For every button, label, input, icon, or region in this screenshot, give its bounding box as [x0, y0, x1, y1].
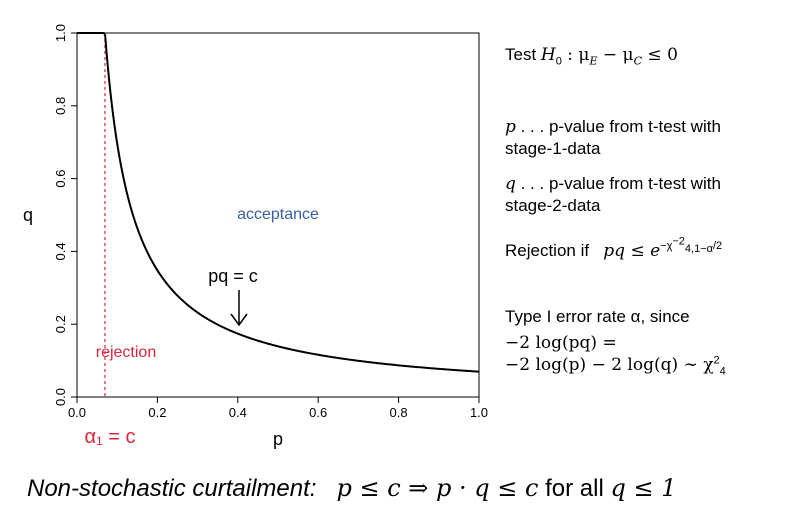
rejection-rule: Rejection if pq ≤ e−χ−24,1−α/2 — [505, 235, 723, 261]
test-hypothesis: Test H0 : μE − μC ≤ 0 — [505, 45, 678, 68]
y-axis: 0.0 0.2 0.4 0.6 0.8 1.0 — [53, 24, 77, 406]
x-tick-label: 0.2 — [148, 405, 166, 420]
q-definition: q . . . p-value from t-test with stage-2… — [505, 174, 721, 215]
y-tick-label: 0.2 — [53, 315, 68, 333]
x-tick-label: 0.6 — [309, 405, 327, 420]
pq-equals-c-curve — [77, 32, 480, 373]
acceptance-label: acceptance — [237, 206, 319, 223]
x-tick-label: 0.8 — [390, 405, 408, 420]
y-tick-label: 0.0 — [53, 388, 68, 406]
curve-arrow — [230, 290, 248, 327]
x-tick-label: 1.0 — [470, 405, 488, 420]
x-axis-title: p — [273, 429, 283, 449]
x-axis: 0.0 0.2 0.4 0.6 0.8 1.0 — [68, 397, 488, 420]
x-tick-label: 0.0 — [68, 405, 86, 420]
rejection-label: rejection — [96, 344, 156, 361]
x-tick-label: 0.4 — [229, 405, 247, 420]
y-tick-label: 1.0 — [53, 24, 68, 42]
y-tick-label: 0.8 — [53, 97, 68, 115]
y-axis-title: q — [23, 205, 33, 225]
footer-statement: Non-stochastic curtailment: p ≤ c ⇒ p · … — [27, 474, 677, 502]
plot-frame — [76, 32, 480, 398]
y-tick-label: 0.6 — [53, 170, 68, 188]
curve-label: pq = c — [208, 266, 258, 286]
alpha-label: α₁ = c — [84, 426, 135, 448]
type1-error-note: Type I error rate α, since −2 log(pq) = … — [505, 307, 726, 378]
chart: 0.0 0.2 0.4 0.6 0.8 1.0 0.0 0.2 0.4 0.6 0.8 1.0 ac… — [23, 24, 488, 449]
y-tick-label: 0.4 — [53, 242, 68, 260]
p-definition: p . . . p-value from t-test with stage-1… — [505, 117, 721, 158]
